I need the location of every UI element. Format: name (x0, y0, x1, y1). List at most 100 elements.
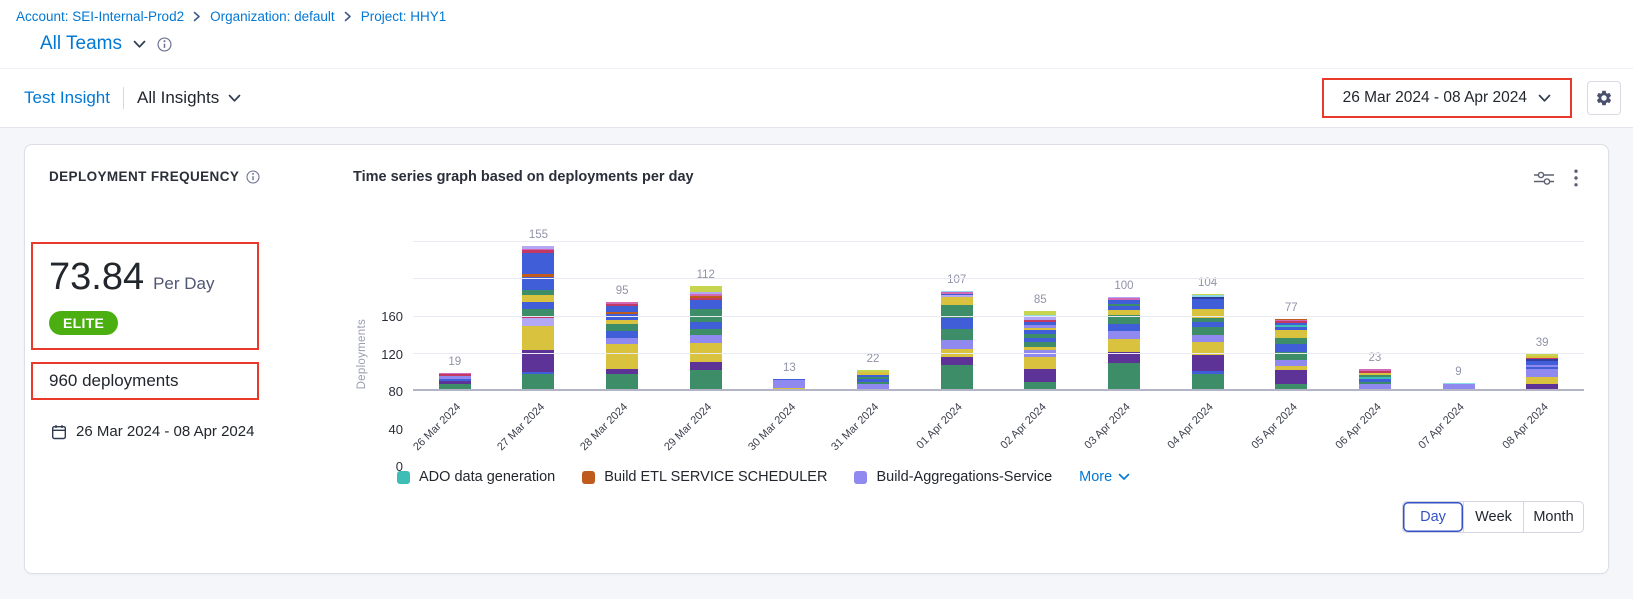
bar-segment (606, 323, 639, 331)
gridline (413, 389, 1584, 391)
bar-segment (1024, 330, 1057, 334)
bar-stack-31-mar-2024[interactable]: 22 (857, 353, 890, 391)
bar-segment (857, 370, 890, 373)
bar-segment (522, 372, 555, 375)
granularity-day[interactable]: Day (1403, 502, 1463, 532)
bar-segment (1107, 324, 1140, 331)
date-range-picker[interactable]: 26 Mar 2024 - 08 Apr 2024 (1323, 80, 1570, 116)
legend-swatch (397, 470, 410, 484)
bar-stack-28-mar-2024[interactable]: 95 (606, 285, 639, 391)
x-axis-label-cell: 01 Apr 2024 (915, 391, 999, 467)
chevron-down-icon[interactable] (133, 40, 146, 49)
bar-segment (1526, 358, 1559, 360)
bar-segment (1358, 373, 1391, 376)
bar-segment (522, 248, 555, 251)
bar-segment (1024, 346, 1057, 350)
bar-segment (1107, 305, 1140, 311)
bar-value-label: 155 (528, 228, 549, 241)
bar-segment (1107, 300, 1140, 304)
bar-segment (689, 286, 722, 292)
bar-segment (1442, 383, 1475, 391)
x-axis-label: 28 Mar 2024 (578, 401, 631, 454)
chart-header: Time series graph based on deployments p… (353, 169, 1584, 187)
bar-column: 95 (580, 241, 664, 391)
granularity-month[interactable]: Month (1523, 502, 1583, 532)
bar-segment (606, 344, 639, 369)
bar-stack-02-apr-2024[interactable]: 85 (1024, 294, 1057, 391)
bar-segment (1191, 342, 1224, 356)
bar-segment (1024, 333, 1057, 338)
bar-segment (1526, 359, 1559, 361)
bar-segment (689, 296, 722, 299)
breadcrumb-item[interactable]: Account: SEI-Internal-Prod2 (16, 9, 185, 24)
x-axis-label: 30 Mar 2024 (745, 401, 798, 454)
bar-column: 77 (1249, 241, 1333, 391)
bar-segment (1526, 366, 1559, 370)
bar-stack-03-apr-2024[interactable]: 100 (1107, 280, 1140, 391)
bar-stack-01-apr-2024[interactable]: 107 (940, 274, 973, 391)
bar-segment (1024, 368, 1057, 382)
bar-stack-07-apr-2024[interactable]: 9 (1442, 366, 1475, 391)
bar-segment (522, 308, 555, 316)
bar-segment (1275, 325, 1308, 328)
legend-item[interactable]: ADO data generation (397, 469, 555, 485)
bar-value-label: 95 (615, 284, 629, 297)
team-selector-label[interactable]: All Teams (40, 33, 123, 54)
bar-segment (1191, 293, 1224, 296)
legend-swatch (854, 470, 868, 484)
bar-segment (1024, 328, 1057, 331)
team-info-icon[interactable] (157, 36, 172, 52)
bar-stack-05-apr-2024[interactable]: 77 (1275, 302, 1308, 391)
bar-segment (1275, 337, 1308, 345)
bar-stack-04-apr-2024[interactable]: 104 (1191, 277, 1224, 391)
insight-title-link[interactable]: Test Insight (24, 88, 110, 107)
bar-segment (1275, 370, 1308, 384)
metric-date-range-label: 26 Mar 2024 - 08 Apr 2024 (76, 423, 255, 440)
y-axis-title-wrap: Deployments (353, 241, 371, 467)
bar-stack-29-mar-2024[interactable]: 112 (689, 269, 722, 391)
granularity-week[interactable]: Week (1463, 502, 1523, 532)
bar-value-label: 22 (866, 353, 880, 366)
breadcrumb-item[interactable]: Organization: default (210, 9, 335, 24)
metric-title-row: DEPLOYMENT FREQUENCY (49, 169, 327, 184)
bar-segment (1024, 381, 1057, 391)
x-axis-label: 02 Apr 2024 (998, 401, 1049, 452)
x-axis-label-cell: 04 Apr 2024 (1166, 391, 1250, 467)
bar-stack-08-apr-2024[interactable]: 39 (1526, 337, 1559, 391)
bar-segment (1191, 355, 1224, 372)
stat-value: 73.84 (49, 256, 145, 298)
settings-button[interactable] (1587, 81, 1621, 115)
chart-menu-button[interactable] (1574, 169, 1578, 187)
chart-filter-button[interactable] (1534, 170, 1554, 186)
bar-segment (1358, 375, 1391, 377)
bar-segment (689, 294, 722, 297)
bar-segment (1275, 330, 1308, 338)
bar-segment (940, 357, 973, 365)
bar-column: 100 (1082, 241, 1166, 391)
metric-info-icon[interactable] (246, 169, 260, 184)
breadcrumb-item[interactable]: Project: HHY1 (360, 9, 447, 24)
bar-segment (1358, 376, 1391, 379)
insight-dropdown[interactable]: All Insights (137, 88, 241, 108)
bar-segment (1024, 316, 1057, 320)
bar-stack-06-apr-2024[interactable]: 23 (1358, 352, 1391, 391)
date-range-annotation: 26 Mar 2024 - 08 Apr 2024 (1321, 78, 1572, 118)
legend-label: Build-Aggregations-Service (876, 469, 1053, 485)
x-axis-label-cell: 29 Mar 2024 (662, 391, 748, 467)
page-body: DEPLOYMENT FREQUENCY 73.84 Per Day ELITE… (0, 128, 1633, 574)
bar-segment (1275, 318, 1308, 320)
legend-more-link[interactable]: More (1079, 469, 1130, 485)
top-header: Account: SEI-Internal-Prod2 Organization:… (0, 0, 1633, 68)
legend-item[interactable]: Build ETL SERVICE SCHEDULER (582, 469, 827, 485)
bar-segment (940, 329, 973, 341)
bar-segment (522, 301, 555, 309)
bar-segment (522, 273, 555, 277)
bar-stack-27-mar-2024[interactable]: 155 (522, 229, 555, 391)
bar-segment (940, 291, 973, 294)
team-selector[interactable]: All Teams (40, 33, 1617, 55)
legend-item[interactable]: Build-Aggregations-Service (854, 469, 1052, 485)
x-axis-label-cell: 26 Mar 2024 (411, 391, 497, 467)
bar-stack-26-mar-2024[interactable]: 19 (438, 356, 471, 391)
chevron-down-icon (228, 94, 241, 103)
bar-value-label: 77 (1284, 301, 1298, 314)
